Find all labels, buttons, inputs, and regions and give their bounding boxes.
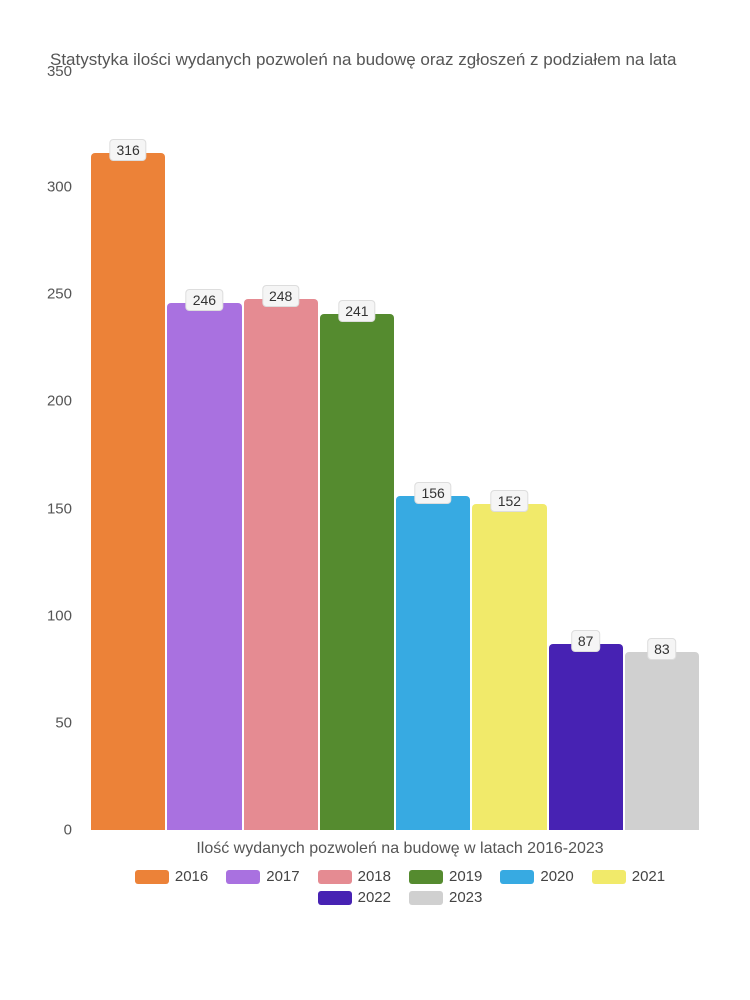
legend-item-2019: 2019 [409, 868, 482, 885]
legend-swatch [409, 891, 443, 905]
x-axis-label: Ilość wydanych pozwoleń na budowę w lata… [30, 840, 720, 858]
bar-2021: 152 [472, 504, 546, 830]
legend-swatch [592, 870, 626, 884]
y-tick-label: 150 [47, 500, 72, 517]
y-tick-label: 200 [47, 393, 72, 410]
legend: 2016 2017 2018 2019 2020 2021 2022 2023 [30, 868, 720, 906]
legend-item-2016: 2016 [135, 868, 208, 885]
bar-2019: 241 [320, 314, 394, 830]
bar-2023: 83 [625, 652, 699, 830]
y-tick-label: 250 [47, 286, 72, 303]
legend-label: 2017 [266, 868, 299, 885]
legend-item-2017: 2017 [226, 868, 299, 885]
bar-value-label: 316 [109, 139, 146, 161]
legend-item-2023: 2023 [409, 889, 482, 906]
bar-2017: 246 [167, 303, 241, 830]
legend-swatch [409, 870, 443, 884]
legend-item-2018: 2018 [318, 868, 391, 885]
legend-label: 2022 [358, 889, 391, 906]
y-tick-label: 50 [55, 714, 72, 731]
legend-label: 2023 [449, 889, 482, 906]
y-tick-label: 100 [47, 607, 72, 624]
legend-row: 2022 2023 [80, 889, 720, 906]
legend-swatch [318, 891, 352, 905]
legend-swatch [318, 870, 352, 884]
chart-container: Statystyka ilości wydanych pozwoleń na b… [0, 0, 750, 1000]
legend-swatch [500, 870, 534, 884]
bar-2022: 87 [549, 644, 623, 830]
bar-value-label: 241 [338, 300, 375, 322]
legend-label: 2019 [449, 868, 482, 885]
legend-label: 2021 [632, 868, 665, 885]
legend-swatch [135, 870, 169, 884]
plot-area: 050100150200250300350 316246248241156152… [80, 80, 710, 830]
legend-item-2021: 2021 [592, 868, 665, 885]
bar-value-label: 83 [647, 638, 677, 660]
y-tick-label: 0 [64, 822, 72, 839]
legend-item-2022: 2022 [318, 889, 391, 906]
legend-item-2020: 2020 [500, 868, 573, 885]
bar-value-label: 248 [262, 285, 299, 307]
bar-value-label: 156 [414, 482, 451, 504]
bar-value-label: 246 [186, 289, 223, 311]
bar-2018: 248 [244, 299, 318, 830]
bars-group: 3162462482411561528783 [80, 80, 710, 830]
bar-2020: 156 [396, 496, 470, 830]
y-axis: 050100150200250300350 [40, 80, 80, 830]
legend-label: 2016 [175, 868, 208, 885]
legend-row: 2016 2017 2018 2019 2020 2021 [80, 868, 720, 885]
chart-title: Statystyka ilości wydanych pozwoleń na b… [30, 50, 720, 70]
y-tick-label: 350 [47, 63, 72, 80]
bar-value-label: 152 [491, 490, 528, 512]
legend-label: 2020 [540, 868, 573, 885]
y-tick-label: 300 [47, 179, 72, 196]
legend-swatch [226, 870, 260, 884]
bar-2016: 316 [91, 153, 165, 830]
legend-label: 2018 [358, 868, 391, 885]
bar-value-label: 87 [571, 630, 601, 652]
